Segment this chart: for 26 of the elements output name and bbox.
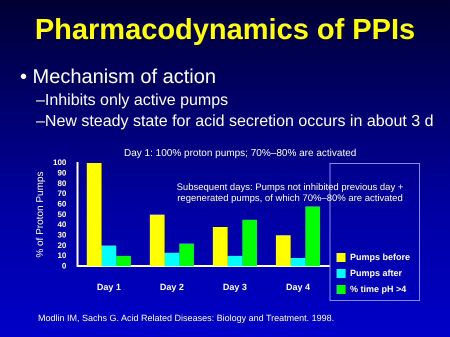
- y-tick-label: 100: [52, 158, 67, 168]
- y-tick-label: 10: [57, 251, 67, 260]
- text: –Inhibits only active pumps: [36, 92, 228, 110]
- y-tick-label: 90: [57, 168, 67, 178]
- y-tick-label: 30: [57, 230, 67, 240]
- x-tick-label: Day 3: [222, 282, 247, 292]
- y-tick-label: 50: [57, 210, 67, 219]
- y-tick-label: 70: [57, 189, 67, 198]
- y-tick-label: 80: [57, 178, 67, 188]
- legend-label: Pumps before: [350, 252, 410, 262]
- text: • Mechanism of action: [20, 66, 216, 89]
- y-tick-label: 0: [62, 261, 67, 270]
- x-tick-label: Day 1: [96, 282, 121, 292]
- annotation: Subsequent days: Pumps not inhibited previous day + regenerated pumps, of which 70%–80% are activated: [176, 182, 404, 204]
- text: –New steady state for acid secretion occurs in about 3 d: [36, 113, 434, 131]
- chart-title: Pharmacodynamics of PPIs: [34, 14, 416, 47]
- x-tick-label: Day 2: [160, 282, 184, 292]
- y-tick-label: 60: [57, 199, 67, 208]
- text: Day 1: 100% proton pumps; 70%–80% are activated: [124, 148, 356, 159]
- x-tick-label: Day 4: [286, 282, 310, 292]
- y-tick-label: 20: [57, 240, 67, 250]
- y-tick-label: 40: [57, 220, 67, 230]
- y-axis-title: % of Proton Pumps: [34, 172, 46, 258]
- text: Modlin IM, Sachs G. Acid Related Diseases: Biology and Treatment. 1998.: [38, 313, 334, 323]
- legend-label: Pumps after: [350, 268, 402, 278]
- legend-label: % time pH >4: [350, 284, 406, 294]
